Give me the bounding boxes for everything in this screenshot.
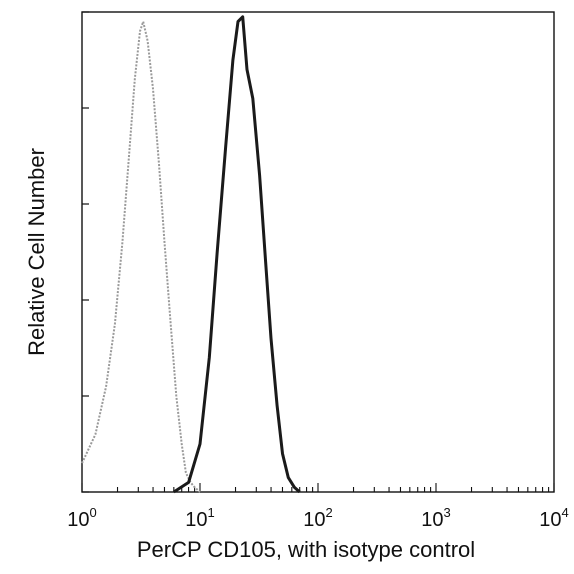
series-line-1 [172,15,301,494]
x-axis-tick-labels: 100 101 102 103 104 [67,505,568,531]
x-axis-title: PerCP CD105, with isotype control [137,537,475,562]
y-axis-ticks [82,11,89,493]
x-tick-label-exponent: 4 [562,505,569,520]
x-tick-label-2: 102 [303,505,332,531]
x-tick-label-exponent: 1 [208,505,215,520]
series-line-0 [81,20,201,493]
x-tick-label-base: 10 [539,509,561,531]
x-tick-label-4: 104 [539,505,568,531]
x-tick-label-exponent: 2 [326,505,333,520]
series-group [81,15,301,494]
x-axis-ticks [81,483,555,492]
x-tick-label-base: 10 [185,509,207,531]
x-tick-label-0: 100 [67,505,96,531]
x-tick-label-exponent: 0 [90,505,97,520]
x-tick-label-3: 103 [421,505,450,531]
y-axis-title: Relative Cell Number [24,148,49,356]
x-tick-label-base: 10 [421,509,443,531]
x-tick-label-exponent: 3 [444,505,451,520]
x-tick-label-base: 10 [303,509,325,531]
x-tick-label-1: 101 [185,505,214,531]
x-tick-label-base: 10 [67,509,89,531]
